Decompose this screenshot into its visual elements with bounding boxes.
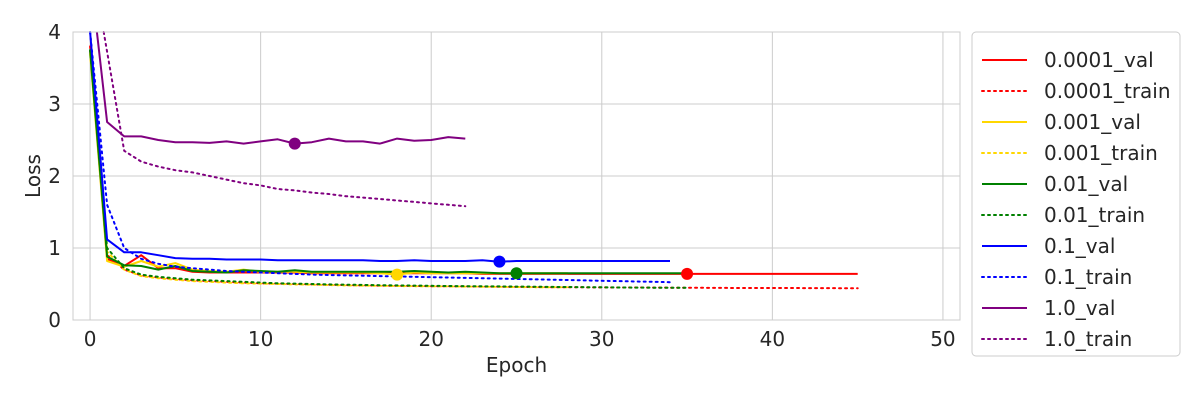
legend-label: 0.001_train — [1044, 141, 1158, 165]
y-tick-label: 4 — [48, 20, 61, 44]
legend-label: 1.0_train — [1044, 327, 1132, 351]
legend: 0.0001_val 0.0001_train 0.001_val 0.001_tra… — [971, 31, 1181, 357]
y-tick-label: 1 — [48, 236, 61, 260]
y-tick-label: 2 — [48, 164, 61, 188]
legend-label: 0.0001_val — [1044, 48, 1154, 72]
x-tick-labels: 0 10 20 30 40 50 — [84, 327, 956, 351]
y-tick-label: 0 — [48, 308, 61, 332]
series-line-1.0_val — [95, 31, 466, 145]
legend-label: 0.0001_train — [1044, 79, 1171, 103]
legend-label: 0.001_val — [1044, 110, 1141, 134]
legend-label: 0.1_train — [1044, 265, 1132, 289]
best-epoch-marker-0.001_val — [391, 268, 404, 281]
y-tick-labels: 0 1 2 3 4 — [48, 20, 61, 332]
legend-label: 1.0_val — [1044, 296, 1115, 320]
series-line-0.01_train — [89, 49, 689, 289]
x-axis-label: Epoch — [486, 353, 547, 377]
best-epoch-marker-0.01_val — [510, 267, 523, 280]
markers-layer — [288, 137, 694, 281]
plot-frame — [72, 31, 961, 321]
y-tick-label: 3 — [48, 92, 61, 116]
best-epoch-marker-0.1_val — [493, 255, 506, 268]
legend-label: 0.01_val — [1044, 172, 1128, 196]
best-epoch-marker-1.0_val — [288, 137, 301, 150]
series-line-0.1_train — [89, 31, 671, 284]
series-line-0.01_val — [89, 49, 688, 275]
series-line-0.0001_train — [89, 45, 859, 290]
x-tick-label: 0 — [84, 327, 97, 351]
x-tick-label: 40 — [760, 327, 785, 351]
series-line-1.0_train — [102, 31, 467, 208]
x-tick-label: 20 — [418, 327, 443, 351]
x-tick-label: 10 — [248, 327, 273, 351]
legend-label: 0.01_train — [1044, 203, 1145, 227]
legend-box — [971, 31, 1181, 357]
best-epoch-marker-0.0001_val — [681, 267, 694, 280]
x-tick-label: 30 — [589, 327, 614, 351]
series-line-0.001_train — [89, 52, 569, 289]
series-line-0.1_val — [89, 31, 670, 263]
x-tick-label: 50 — [930, 327, 955, 351]
series-layer — [89, 31, 859, 290]
series-line-0.001_val — [89, 53, 568, 276]
y-axis-label: Loss — [21, 154, 45, 198]
series-line-0.0001_val — [89, 49, 858, 275]
legend-label: 0.1_val — [1044, 234, 1115, 258]
